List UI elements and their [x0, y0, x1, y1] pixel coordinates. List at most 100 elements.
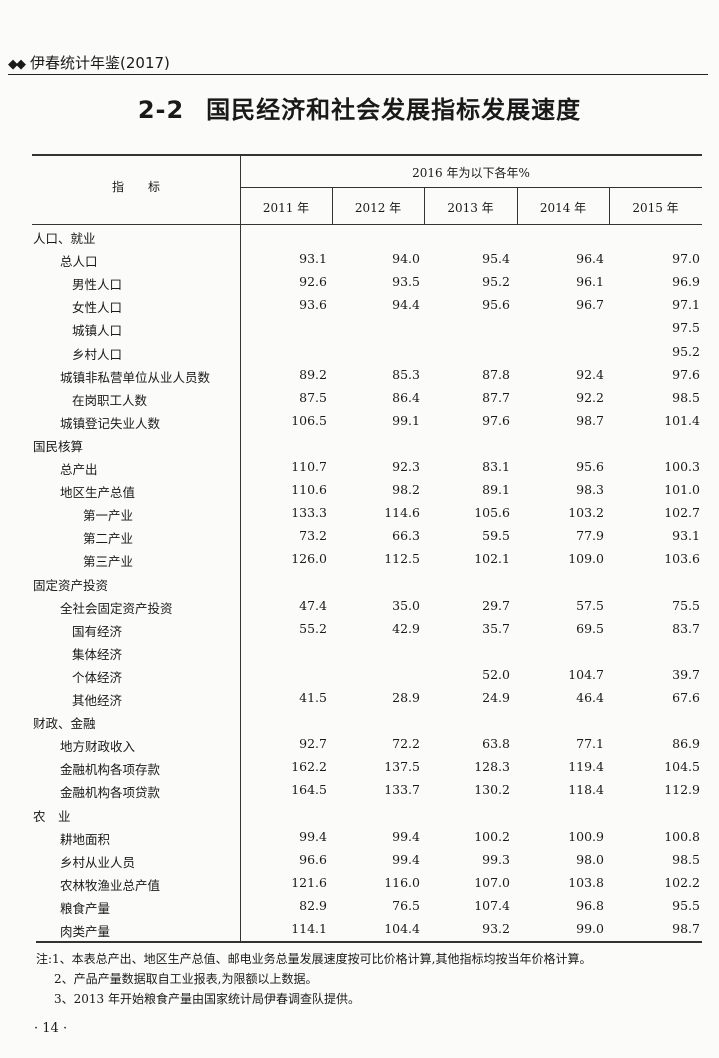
cell-value: 57.5 [576, 597, 604, 613]
cell-value: 99.4 [392, 851, 420, 867]
cell-value: 82.9 [299, 897, 327, 913]
cell-value: 66.3 [392, 528, 420, 544]
cell-value: 96.8 [576, 897, 604, 913]
column-header-0: 2011 年 [262, 201, 310, 215]
cell-value: 98.0 [576, 851, 604, 867]
cell-value: 102.7 [664, 505, 700, 521]
note-2: 2、产品产量数据取自工业报表,为限额以上数据。 [54, 972, 318, 986]
cell-value: 96.9 [672, 274, 700, 290]
row-label: 农 业 [33, 808, 71, 824]
stub-divider [240, 154, 241, 942]
group-header: 2016 年为以下各年% [412, 166, 530, 180]
row-label: 粮食产量 [60, 900, 111, 916]
cell-value: 93.5 [392, 274, 420, 290]
table-row: 地方财政收入 92.7 72.2 63.8 77.1 86.9 [0, 736, 719, 758]
cell-value: 98.7 [672, 921, 700, 936]
cell-value: 99.4 [299, 828, 327, 844]
cell-value: 93.1 [672, 528, 700, 544]
column-header-2: 2013 年 [447, 201, 494, 215]
cell-value: 97.5 [672, 320, 700, 336]
cell-value: 28.9 [392, 690, 420, 705]
cell-value: 92.7 [299, 736, 327, 752]
cell-value: 92.2 [576, 389, 604, 405]
cell-value: 99.1 [392, 412, 420, 428]
cell-value: 93.2 [482, 921, 510, 936]
table-row: 乡村从业人员 96.6 99.4 99.3 98.0 98.5 [0, 852, 719, 874]
row-label: 男性人口 [72, 277, 123, 293]
cell-value: 94.4 [392, 297, 420, 313]
column-header-4: 2015 年 [632, 201, 679, 215]
cell-value: 99.3 [482, 851, 510, 867]
cell-value: 97.1 [672, 297, 700, 313]
cell-value: 100.9 [568, 828, 604, 844]
row-label: 肉类产量 [60, 924, 111, 939]
row-label: 乡村人口 [72, 346, 123, 362]
page-number: · 14 · [34, 1021, 68, 1036]
row-label: 第二产业 [83, 531, 134, 547]
row-label: 城镇非私营单位从业人员数 [60, 369, 211, 385]
cell-value: 35.7 [482, 620, 510, 636]
section-row: 国民核算 [0, 436, 719, 458]
table-row: 总人口 93.1 94.0 95.4 96.4 97.0 [0, 251, 719, 273]
cell-value: 83.1 [482, 459, 510, 474]
table-row: 耕地面积 99.4 99.4 100.2 100.9 100.8 [0, 829, 719, 851]
cell-value: 96.7 [576, 297, 604, 313]
row-label: 全社会固定资产投资 [60, 600, 173, 616]
cell-value: 103.2 [568, 505, 604, 521]
cell-value: 75.5 [672, 597, 700, 613]
cell-value: 164.5 [291, 782, 327, 798]
cell-value: 55.2 [299, 620, 327, 636]
cell-value: 98.7 [576, 412, 604, 428]
cell-value: 87.5 [299, 389, 327, 405]
cell-value: 133.3 [291, 505, 327, 521]
cell-value: 102.2 [664, 874, 700, 890]
table-row: 金融机构各项存款 162.2 137.5 128.3 119.4 104.5 [0, 759, 719, 781]
row-label: 第一产业 [83, 508, 134, 524]
cell-value: 104.7 [568, 666, 604, 682]
cell-value: 77.1 [576, 736, 604, 752]
cell-value: 98.5 [672, 389, 700, 405]
cell-value: 112.9 [664, 782, 700, 798]
section-row: 人口、就业 [0, 228, 719, 250]
cell-value: 85.3 [392, 366, 420, 382]
cell-value: 101.4 [664, 412, 700, 428]
cell-value: 99.0 [576, 921, 604, 936]
column-divider [332, 187, 333, 224]
cell-value: 97.0 [672, 251, 700, 267]
cell-value: 98.2 [392, 482, 420, 498]
column-divider [517, 187, 518, 224]
cell-value: 121.6 [291, 874, 327, 890]
row-label: 耕地面积 [60, 831, 111, 847]
header-bottom-rule [32, 224, 702, 225]
cell-value: 96.1 [576, 274, 604, 290]
cell-value: 102.1 [474, 551, 510, 567]
cell-value: 83.7 [672, 620, 700, 636]
cell-value: 95.6 [482, 297, 510, 313]
cell-value: 92.4 [576, 366, 604, 382]
column-header-1: 2012 年 [354, 201, 402, 215]
cell-value: 87.7 [482, 389, 510, 405]
cell-value: 110.6 [291, 482, 327, 498]
cell-value: 76.5 [392, 897, 420, 913]
cell-value: 98.5 [672, 851, 700, 867]
row-label: 金融机构各项贷款 [60, 785, 161, 801]
table-row: 第二产业 73.2 66.3 59.5 77.9 93.1 [0, 528, 719, 550]
cell-value: 105.6 [474, 505, 510, 521]
cell-value: 95.2 [482, 274, 510, 290]
cell-value: 103.8 [568, 874, 604, 890]
table-row: 城镇人口 97.5 [0, 320, 719, 342]
table-row: 其他经济 41.5 28.9 24.9 46.4 67.6 [0, 690, 719, 712]
diamond-icon: ◆◆ [8, 57, 26, 72]
cell-value: 103.6 [664, 551, 700, 567]
cell-value: 87.8 [482, 366, 510, 382]
table-top-rule [32, 154, 702, 156]
cell-value: 59.5 [482, 528, 510, 544]
table-row: 农林牧渔业总产值 121.6 116.0 107.0 103.8 102.2 [0, 875, 719, 897]
table-row: 金融机构各项贷款 164.5 133.7 130.2 118.4 112.9 [0, 782, 719, 804]
cell-value: 126.0 [291, 551, 327, 567]
cell-value: 95.4 [482, 251, 510, 267]
cell-value: 92.3 [392, 459, 420, 474]
table-row: 肉类产量 114.1 104.4 93.2 99.0 98.7 [0, 921, 719, 943]
cell-value: 109.0 [568, 551, 604, 567]
row-label: 城镇人口 [72, 323, 123, 339]
